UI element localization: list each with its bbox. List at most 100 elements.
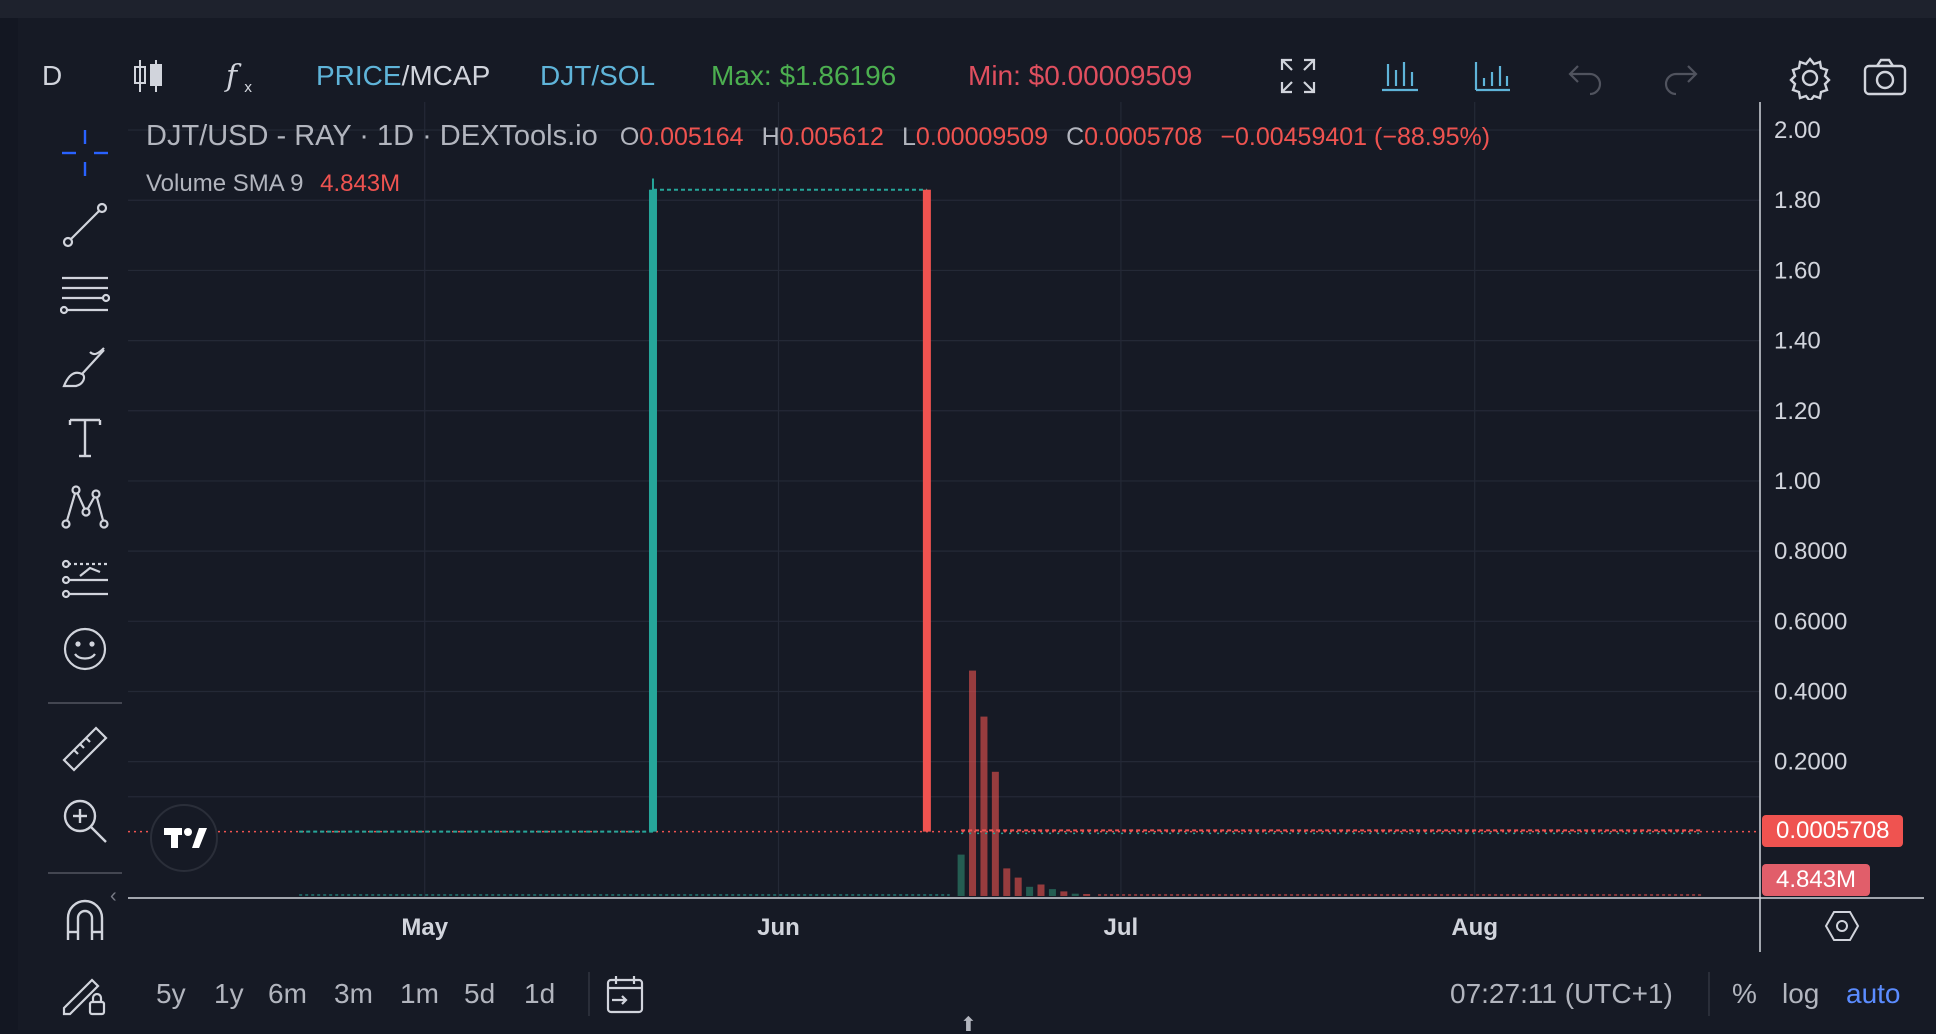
auto-scale-toggle[interactable]: auto — [1846, 978, 1901, 1009]
low-key: L — [902, 123, 916, 151]
range-1d[interactable]: 1d — [524, 978, 556, 1009]
range-6m[interactable]: 6m — [268, 978, 307, 1009]
candles — [648, 178, 931, 832]
volume-bar — [980, 716, 988, 896]
collapse-arrow-icon[interactable]: ‹ — [110, 885, 117, 907]
volume-bar — [1014, 877, 1022, 896]
ruler-icon[interactable] — [60, 724, 110, 774]
settings-gear-icon[interactable] — [1788, 56, 1831, 100]
sidebar-divider — [48, 702, 122, 704]
forecast-icon[interactable] — [60, 554, 110, 604]
close-value: 0.0005708 — [1084, 123, 1203, 151]
tradingview-logo[interactable] — [150, 804, 218, 872]
x-tick-label: Jul — [1104, 914, 1139, 941]
sidebar-divider — [48, 872, 122, 874]
max-price-label: Max: $1.86196 — [711, 60, 897, 91]
price-option[interactable]: PRICE — [316, 60, 402, 91]
fullscreen-icon[interactable] — [1278, 56, 1318, 96]
volume-tag: 4.843M — [1762, 864, 1871, 896]
emoji-smile-icon[interactable] — [60, 624, 110, 674]
axis-settings-icon[interactable] — [1824, 908, 1860, 944]
x-tick-label: May — [401, 914, 448, 941]
percent-toggle[interactable]: % — [1732, 978, 1757, 1009]
pattern-icon[interactable] — [60, 482, 110, 532]
volume-bar — [1037, 884, 1045, 896]
candles-icon[interactable] — [128, 56, 168, 96]
y-tick-label: 1.20 — [1774, 398, 1821, 425]
y-tick-label: 0.6000 — [1774, 608, 1847, 635]
camera-icon[interactable] — [1862, 56, 1907, 96]
grid-layer — [128, 102, 1760, 898]
ohlc-legend: DJT/USD - RAY · 1D · DEXTools.io O0.0051… — [146, 120, 1490, 153]
horizontal-lines-icon[interactable] — [60, 270, 110, 320]
svg-text:x: x — [244, 80, 252, 96]
high-value: 0.005612 — [779, 123, 884, 151]
expand-up-icon[interactable]: ⬆ — [960, 1014, 977, 1034]
interval-selector[interactable]: D — [42, 60, 63, 91]
volume-sma-value: 4.843M — [320, 170, 401, 197]
price-mcap-toggle[interactable]: PRICE/MCAP — [316, 58, 490, 94]
pair-switch-button[interactable]: DJT/SOL — [540, 60, 656, 91]
goto-date-calendar-icon[interactable] — [604, 972, 646, 1016]
clock-timezone[interactable]: 07:27:11 (UTC+1) — [1450, 978, 1673, 1009]
range-3m[interactable]: 3m — [334, 978, 373, 1009]
window-top-strip — [0, 0, 1936, 18]
y-tick-label: 1.40 — [1774, 328, 1821, 355]
redo-icon[interactable] — [1660, 56, 1700, 96]
histogram-icon[interactable] — [1472, 56, 1512, 96]
y-tick-label: 2.00 — [1774, 117, 1821, 144]
volume-bar — [957, 854, 965, 896]
high-key: H — [761, 123, 780, 151]
candle-body — [922, 189, 931, 832]
volume-bar — [1071, 893, 1079, 896]
candle-body — [648, 189, 657, 832]
zoom-in-icon[interactable] — [60, 796, 110, 846]
y-tick-label: 0.2000 — [1774, 749, 1847, 776]
volume-legend: Volume SMA 9 4.843M — [146, 170, 400, 198]
undo-icon[interactable] — [1566, 56, 1606, 96]
y-tick-label: 1.00 — [1774, 468, 1821, 495]
volume-bar — [1003, 868, 1011, 896]
volume-bars — [299, 670, 1703, 896]
volume-bar — [969, 670, 977, 896]
bottom-divider — [1708, 972, 1710, 1016]
x-tick-label: Jun — [757, 914, 800, 941]
text-tool-icon[interactable] — [60, 412, 110, 462]
volume-sma-label[interactable]: Volume SMA 9 — [146, 170, 304, 197]
mcap-option[interactable]: MCAP — [409, 60, 491, 91]
drawing-tools-sidebar — [18, 102, 122, 1016]
volume-bars-icon[interactable] — [1380, 56, 1420, 96]
range-1y[interactable]: 1y — [214, 978, 244, 1009]
y-axis: 2.00 1.80 1.60 1.40 1.20 1.00 0.8000 0.6000 0.40… — [1774, 117, 1847, 776]
volume-bar — [1026, 886, 1034, 896]
range-5d[interactable]: 5d — [464, 978, 496, 1009]
min-price-label: Min: $0.00009509 — [968, 60, 1193, 91]
log-toggle[interactable]: log — [1782, 978, 1820, 1009]
chart-frame — [18, 18, 1936, 1030]
symbol-title[interactable]: DJT/USD - RAY · 1D · DEXTools.io — [146, 120, 598, 152]
range-1m[interactable]: 1m — [400, 978, 439, 1009]
magnet-icon[interactable] — [60, 896, 110, 946]
lock-drawings-icon[interactable] — [60, 968, 110, 1018]
volume-bar — [1083, 894, 1091, 896]
flat-price-segments — [128, 188, 1760, 835]
y-tick-label: 1.60 — [1774, 257, 1821, 284]
open-value: 0.005164 — [639, 123, 744, 151]
low-value: 0.00009509 — [915, 123, 1049, 151]
bottom-divider — [588, 972, 590, 1016]
range-5y[interactable]: 5y — [156, 978, 186, 1009]
crosshair-icon[interactable] — [60, 128, 110, 178]
change-value: −0.00459401 (−88.95%) — [1220, 123, 1491, 151]
volume-bar — [991, 771, 999, 896]
last-price-tag: 0.0005708 — [1762, 815, 1904, 847]
x-tick-label: Aug — [1451, 914, 1498, 941]
volume-bar — [1048, 889, 1056, 896]
bottom-bar: 5y 1y 6m 3m 1m 5d 1d 07:27:11 (UTC+1) % … — [18, 960, 1936, 1030]
trendline-icon[interactable] — [60, 200, 110, 250]
x-axis: May Jun Jul Aug — [401, 914, 1498, 941]
brush-icon[interactable] — [60, 342, 110, 392]
